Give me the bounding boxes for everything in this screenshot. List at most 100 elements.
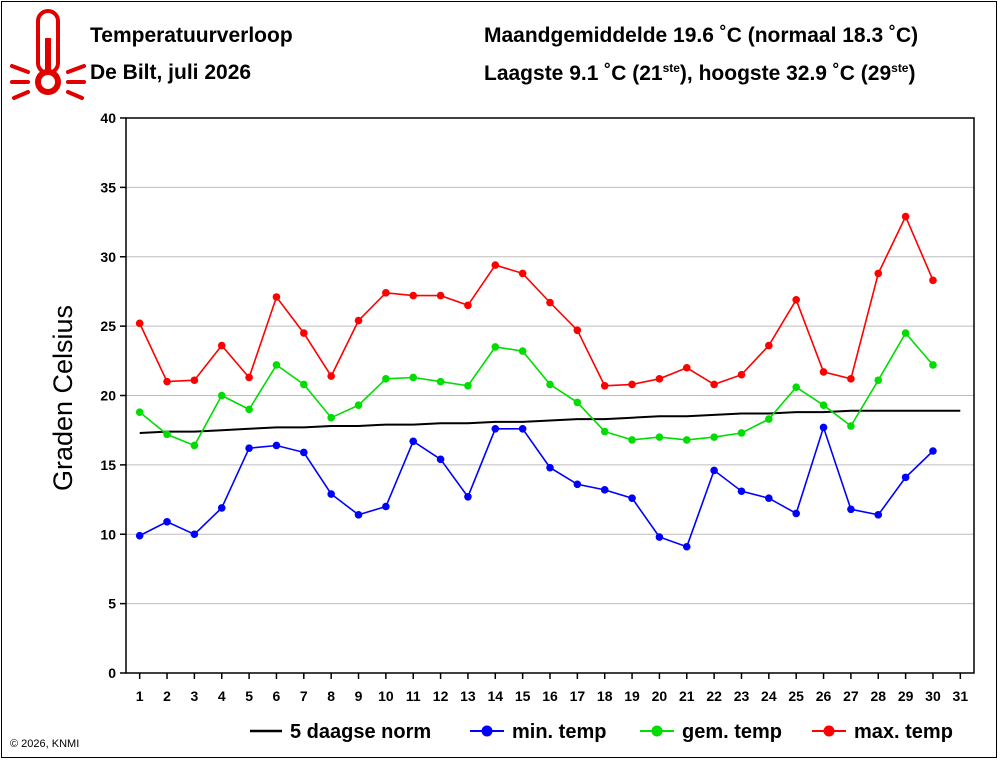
x-tick-label: 25 xyxy=(788,688,804,704)
data-point xyxy=(382,289,390,297)
data-point xyxy=(929,447,937,455)
axes xyxy=(120,117,975,679)
x-tick-label: 13 xyxy=(460,688,476,704)
x-tick-label: 28 xyxy=(870,688,886,704)
data-point xyxy=(929,361,937,369)
data-point xyxy=(874,269,883,278)
x-tick-label: 19 xyxy=(624,688,640,704)
data-point xyxy=(327,413,335,422)
y-tick-label: 40 xyxy=(100,110,116,126)
series-max-temp xyxy=(135,212,937,390)
y-tick-label: 35 xyxy=(100,179,116,195)
legend-label: max. temp xyxy=(854,721,953,743)
data-point xyxy=(409,291,418,300)
data-point xyxy=(628,436,636,444)
x-tick-label: 12 xyxy=(433,688,449,704)
data-point xyxy=(847,505,855,514)
data-point xyxy=(464,492,472,501)
data-point xyxy=(600,427,609,436)
data-point xyxy=(655,433,664,441)
data-point xyxy=(901,212,910,221)
data-point xyxy=(600,486,609,494)
extremes-text: Laagste 9.1 ˚C (21ste), hoogste 32.9 ˚C … xyxy=(484,61,916,85)
data-point xyxy=(436,455,445,464)
x-tick-label: 17 xyxy=(570,688,586,704)
data-point xyxy=(792,383,800,391)
data-point xyxy=(217,504,226,512)
x-tick-label: 21 xyxy=(679,688,695,704)
x-tick-label: 9 xyxy=(355,688,363,704)
data-point xyxy=(655,375,664,383)
data-point xyxy=(300,448,308,457)
x-tick-label: 27 xyxy=(843,688,859,704)
x-tick-label: 10 xyxy=(378,688,394,704)
data-point xyxy=(546,298,554,307)
data-point xyxy=(163,430,171,439)
series-line xyxy=(139,331,934,447)
data-point xyxy=(245,405,253,414)
data-point xyxy=(245,373,253,382)
thermometer-icon xyxy=(10,9,86,100)
data-point xyxy=(874,376,883,385)
series-5-daagse-norm xyxy=(139,409,961,434)
x-tick-label: 15 xyxy=(515,688,531,704)
data-point xyxy=(710,433,718,441)
x-tick-label: 23 xyxy=(734,688,750,704)
data-point xyxy=(491,261,500,269)
y-axis-label: Graden Celsius xyxy=(48,305,78,491)
legend-marker xyxy=(823,725,835,737)
data-point xyxy=(628,494,636,502)
data-point xyxy=(409,373,418,382)
y-tick-label: 10 xyxy=(100,526,116,542)
data-point xyxy=(792,295,800,304)
legend: 5 daagse norm min. temp gem. temp max. temp xyxy=(250,721,953,743)
data-point xyxy=(765,341,773,350)
x-tick-label: 22 xyxy=(706,688,722,704)
data-point xyxy=(929,276,937,285)
data-point xyxy=(382,502,390,511)
data-point xyxy=(792,509,800,518)
data-point xyxy=(272,293,281,301)
data-point xyxy=(710,466,718,475)
data-point xyxy=(491,343,500,351)
x-tick-label: 5 xyxy=(245,688,253,704)
data-point xyxy=(518,425,527,433)
y-tick-label: 0 xyxy=(108,665,116,681)
y-tick-labels: 0 5 10 15 20 25 30 35 40 xyxy=(100,110,116,681)
data-point xyxy=(874,511,883,519)
data-point xyxy=(217,391,226,400)
data-point xyxy=(327,490,335,498)
data-point xyxy=(217,341,226,350)
data-point xyxy=(847,375,855,383)
x-tick-label: 30 xyxy=(925,688,941,704)
y-tick-label: 15 xyxy=(100,457,116,473)
data-point xyxy=(546,463,554,472)
x-tick-label: 31 xyxy=(953,688,969,704)
series-line xyxy=(139,409,961,434)
data-point xyxy=(737,429,746,437)
data-point xyxy=(901,329,910,337)
y-tick-label: 20 xyxy=(100,388,116,404)
data-point xyxy=(135,319,144,328)
x-tick-label: 4 xyxy=(218,688,226,704)
data-point xyxy=(354,316,363,325)
data-point xyxy=(573,326,582,335)
x-tick-label: 2 xyxy=(163,688,171,704)
data-point xyxy=(135,531,144,540)
data-point xyxy=(190,441,199,450)
x-tick-label: 1 xyxy=(136,688,144,704)
series-gem-temp xyxy=(135,329,937,450)
data-point xyxy=(682,436,691,444)
data-point xyxy=(354,511,363,519)
chart-title: Temperatuurverloop xyxy=(90,24,293,47)
x-tick-label: 29 xyxy=(898,688,914,704)
data-point xyxy=(518,269,527,278)
legend-label: min. temp xyxy=(512,721,606,743)
data-point xyxy=(901,473,910,482)
data-point xyxy=(409,437,418,446)
data-point xyxy=(710,380,718,389)
legend-item: max. temp xyxy=(812,721,953,743)
data-point xyxy=(819,401,828,410)
data-point xyxy=(546,380,554,389)
series-line xyxy=(139,424,934,548)
